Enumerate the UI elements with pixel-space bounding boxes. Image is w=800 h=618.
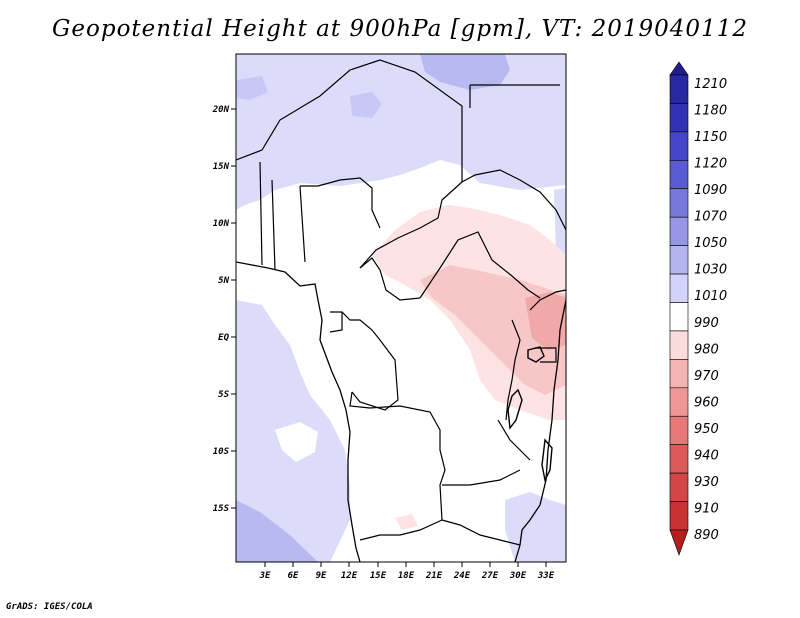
colorbar-label: 1030 [694,263,727,278]
colorbar-label: 890 [694,528,719,543]
map-title: Geopotential Height at 900hPa [gpm], VT:… [52,16,748,42]
colorbar-box [669,415,689,445]
colorbar-label: 1090 [694,183,727,198]
colorbar-box [669,188,689,218]
lon-label: 15E [370,571,387,581]
colorbar-label: 930 [694,475,719,490]
colorbar-label: 1050 [694,236,727,251]
map-frame [235,53,567,563]
lat-label: 15S [213,504,230,514]
colorbar-label: 1150 [694,130,727,145]
colorbar-label: 950 [694,422,719,437]
lat-label: 10S [213,447,230,457]
grads-credit: GrADS: IGES/COLA [6,602,93,612]
lon-axis: 3E 6E 9E 12E 15E 18E 21E 24E 27E 30E 33E [259,562,555,581]
colorbar-label: 1010 [694,289,727,304]
coastlines-borders [236,59,566,562]
colorbar-label: 1120 [694,157,727,172]
lon-label: 9E [316,571,327,581]
colorbar-label: 1070 [694,210,727,225]
lon-label: 27E [481,571,499,581]
colorbar-top-arrow [669,61,689,76]
lon-label: 12E [341,571,358,581]
colorbar-box [669,103,689,133]
colorbar-box [669,302,689,332]
colorbar-box [669,131,689,161]
colorbar: 1210 1180 1150 1120 1090 1070 1050 1030 1010 990 9… [669,61,727,556]
colorbar-box [669,330,689,360]
lon-label: 30E [509,571,527,581]
colorbar-box [669,160,689,190]
lat-label: 20N [212,105,230,115]
colorbar-box [669,387,689,417]
lat-label: 10N [213,219,230,229]
lon-label: 18E [398,571,415,581]
lat-axis: 20N 15N 10N 5N EQ 5S 10S 15S [212,105,236,514]
lon-label: 24E [453,571,471,581]
lon-label: 33E [537,571,555,581]
colorbar-label: 980 [694,342,719,357]
lon-label: 3E [259,571,271,581]
colorbar-label: 1210 [694,77,727,92]
colorbar-label: 990 [694,316,719,331]
colorbar-label: 960 [694,395,719,410]
colorbar-box [669,472,689,502]
height-field [236,54,566,562]
colorbar-box [669,273,689,303]
colorbar-box [669,501,689,531]
lon-label: 21E [425,571,443,581]
colorbar-label: 970 [694,369,719,384]
colorbar-bottom-arrow [669,529,689,556]
colorbar-box [669,74,689,104]
colorbar-box [669,216,689,246]
lon-label: 6E [288,571,299,581]
lat-label: 15N [213,162,230,172]
lat-label: EQ [218,333,229,343]
colorbar-label: 910 [694,502,719,517]
colorbar-box [669,245,689,275]
colorbar-label: 1180 [694,104,727,119]
colorbar-box [669,359,689,389]
lat-label: 5S [218,390,229,400]
colorbar-box [669,444,689,474]
lat-label: 5N [218,276,229,286]
colorbar-label: 940 [694,448,719,463]
